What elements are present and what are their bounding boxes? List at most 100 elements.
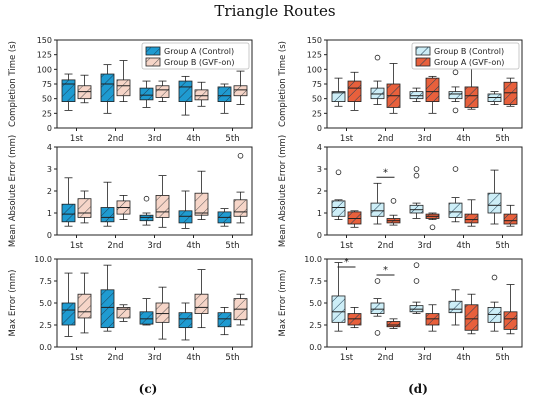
x-tick-label: 3rd: [417, 353, 431, 363]
series-1: [61, 264, 232, 341]
box-hatch: [101, 74, 114, 102]
box-hatch: [449, 301, 462, 313]
x-tick-label: 2nd: [107, 353, 123, 363]
box-hatch: [78, 85, 91, 99]
box-3rd: [139, 80, 154, 108]
box-5th: [487, 169, 502, 225]
y-tick-label: 0: [47, 231, 52, 240]
outlier-point: [390, 198, 397, 204]
box-1st: [77, 74, 92, 104]
box-4th: [448, 289, 463, 326]
box-1st: [61, 177, 76, 227]
box-outline: [448, 202, 463, 218]
box-2nd: [100, 64, 115, 114]
box-hatch: [195, 193, 208, 216]
y-tick-label: 3: [47, 165, 52, 174]
box-outline: [178, 80, 193, 102]
box-3rd: [155, 175, 170, 228]
box-outline: [409, 204, 424, 214]
x-tick-label: 2nd: [377, 353, 393, 363]
box-hatch: [426, 78, 439, 102]
outlier-point: [429, 224, 436, 231]
box-1st: [77, 272, 92, 334]
series-2: [77, 269, 248, 340]
y-axis-label: Max Error (mm): [8, 270, 18, 337]
box-outline: [233, 199, 248, 217]
box-5th: [233, 70, 248, 105]
legend-swatch-hatch: [416, 47, 430, 55]
box-3rd: [155, 286, 170, 340]
x-tick-label: 3rd: [147, 353, 161, 363]
box-2nd: [100, 264, 115, 332]
panel-6: 0.0 2.5 5.0 7.5 10.0 Max Error (mm) 1st 2nd 3rd 4…: [278, 255, 523, 363]
box-outline: [61, 79, 76, 103]
box-hatch: [218, 86, 231, 102]
panel-1: 0 25 50 75 100 125 150 Completion Time (s) 1st 2n…: [8, 36, 253, 144]
box-outline: [155, 85, 170, 98]
x-tick-label: 1st: [70, 134, 84, 144]
x-tick-label: 4th: [456, 134, 470, 144]
x-tick-label: 5th: [495, 134, 509, 144]
box-4th: [464, 64, 479, 110]
y-axis-label: Mean Absolute Error (mm): [8, 135, 18, 247]
series-2: [77, 59, 248, 107]
series-2: [347, 63, 518, 114]
outlier-point: [143, 195, 150, 202]
outlier-point: [374, 330, 381, 336]
box-4th: [178, 75, 193, 116]
significance-star: *: [344, 257, 349, 268]
x-tick-label: 5th: [225, 353, 239, 363]
box-2nd: [370, 54, 385, 105]
box-hatch: [465, 86, 478, 108]
box-outline: [100, 73, 115, 102]
box-hatch: [62, 204, 75, 222]
box-4th: [448, 166, 463, 223]
outlier-point: [452, 69, 459, 76]
y-tick-label: 4: [47, 143, 52, 152]
box-5th: [503, 204, 518, 227]
box-hatch: [78, 294, 91, 318]
y-axis-label: Max Error (mm): [278, 270, 288, 337]
box-3rd: [425, 212, 440, 231]
box-outline: [100, 289, 115, 329]
y-tick-label: 3: [317, 165, 322, 174]
y-tick-label: 2.5: [39, 321, 52, 330]
significance-bracket: *: [337, 257, 356, 268]
legend-label: Group B (GVF-on): [164, 58, 234, 67]
box-1st: [77, 190, 92, 224]
outlier-point: [413, 166, 420, 172]
box-5th: [503, 284, 518, 335]
box-2nd: [100, 181, 115, 227]
box-outline: [178, 312, 193, 329]
panel-2: 0 25 50 75 100 125 150 Completion Time (s) 1st 2n…: [278, 36, 523, 144]
caption-left: (c): [138, 382, 158, 396]
box-hatch: [504, 311, 517, 330]
box-hatch: [371, 303, 384, 314]
box-outline: [425, 77, 440, 102]
box-outline: [448, 300, 463, 314]
box-hatch: [465, 304, 478, 331]
box-outline: [370, 302, 385, 314]
box-outline: [155, 302, 170, 323]
legend-frame: [141, 42, 250, 70]
box-hatch: [101, 207, 114, 222]
box-2nd: [116, 304, 131, 322]
legend-swatch-hatch: [416, 58, 430, 66]
outlier-point: [374, 278, 381, 284]
x-tick-label: 3rd: [147, 241, 161, 251]
box-outline: [194, 89, 209, 101]
box-5th: [487, 91, 502, 105]
legend-frame: [411, 42, 520, 70]
x-tick-label: 5th: [225, 134, 239, 144]
x-tick-label: 5th: [225, 241, 239, 251]
x-tick-label: 1st: [340, 353, 354, 363]
box-2nd: [386, 318, 401, 329]
y-axis-label: Completion Time (s): [278, 41, 288, 127]
x-tick-label: 5th: [495, 241, 509, 251]
y-tick-label: 25: [312, 109, 322, 118]
box-hatch: [348, 81, 361, 102]
legend: Group B (Control) Group A (GVF-on): [411, 42, 520, 70]
caption-right: (d): [408, 382, 428, 396]
y-tick-label: 75: [312, 80, 322, 89]
